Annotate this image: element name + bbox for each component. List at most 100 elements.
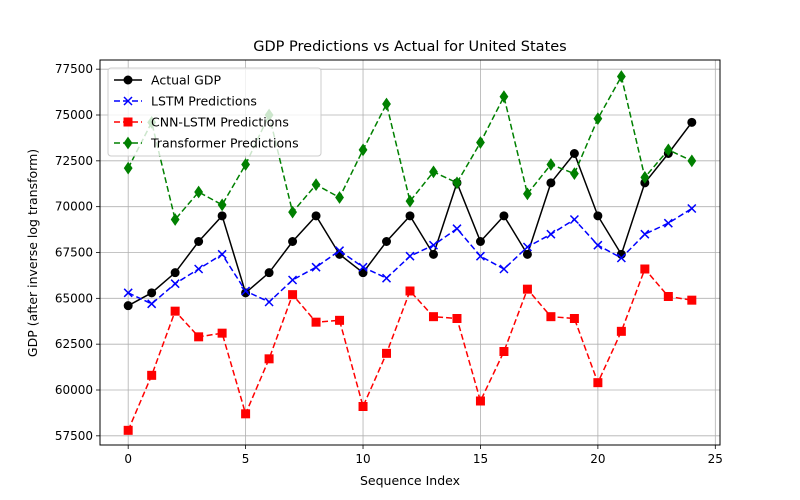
data-point-transformer-predictions	[499, 90, 509, 104]
data-point-actual-gdp	[522, 249, 532, 259]
data-point-transformer-predictions	[288, 205, 297, 219]
data-point-actual-gdp	[194, 237, 204, 246]
data-point-lstm-predictions	[663, 218, 673, 228]
data-point-cnn-lstm-predictions	[358, 402, 368, 411]
data-point-actual-gdp	[147, 288, 157, 298]
x-axis-label: Sequence Index	[360, 473, 460, 488]
y-tick-label: 65000	[55, 291, 93, 305]
chart-title: GDP Predictions vs Actual for United Sta…	[253, 39, 566, 55]
data-point-cnn-lstm-predictions	[311, 317, 321, 327]
data-point-transformer-predictions	[687, 154, 697, 168]
data-point-lstm-predictions	[522, 242, 532, 252]
data-point-transformer-predictions	[217, 198, 227, 212]
y-tick-label: 62500	[55, 337, 93, 351]
data-point-cnn-lstm-predictions	[499, 347, 509, 356]
legend-label: CNN-LSTM Predictions	[151, 115, 289, 130]
data-point-transformer-predictions	[569, 167, 579, 181]
series-cnn-lstm-predictions	[123, 264, 697, 435]
data-point-actual-gdp	[288, 237, 298, 246]
data-point-transformer-predictions	[546, 158, 556, 171]
data-point-actual-gdp	[475, 237, 485, 246]
data-point-cnn-lstm-predictions	[382, 348, 392, 358]
x-tick-label: 10	[355, 452, 370, 466]
legend-marker	[123, 117, 133, 127]
x-tick-label: 15	[473, 452, 488, 466]
data-point-transformer-predictions	[405, 194, 415, 208]
data-point-transformer-predictions	[358, 143, 368, 157]
data-point-actual-gdp	[593, 211, 603, 221]
data-point-lstm-predictions	[217, 249, 227, 259]
data-point-actual-gdp	[217, 211, 227, 221]
data-point-cnn-lstm-predictions	[123, 425, 133, 435]
data-point-lstm-predictions	[640, 229, 650, 239]
data-point-transformer-predictions	[382, 97, 391, 111]
data-point-transformer-predictions	[335, 191, 344, 204]
y-axis-label: GDP (after inverse log transform)	[25, 149, 40, 357]
y-tick-label: 75000	[55, 108, 93, 122]
data-point-lstm-predictions	[546, 229, 556, 239]
data-point-transformer-predictions	[311, 178, 321, 192]
data-point-actual-gdp	[382, 237, 392, 246]
data-point-lstm-predictions	[264, 297, 274, 307]
data-point-actual-gdp	[428, 249, 438, 259]
data-point-lstm-predictions	[381, 273, 392, 283]
legend-item: Transformer Predictions	[114, 136, 299, 151]
data-point-cnn-lstm-predictions	[170, 306, 180, 316]
data-point-cnn-lstm-predictions	[335, 315, 345, 325]
axis-ticks: 0 5 10 15 20 25 57500 60000 62500 65000 67500 70000…	[55, 62, 723, 466]
data-point-lstm-predictions	[335, 246, 345, 256]
data-point-lstm-predictions	[358, 262, 368, 272]
data-point-cnn-lstm-predictions	[217, 328, 227, 338]
legend: Actual GDP LSTM Predictions CNN-LSTM Predi…	[107, 67, 322, 157]
data-point-lstm-predictions	[288, 275, 298, 285]
legend-item: LSTM Predictions	[114, 94, 257, 109]
legend-marker	[123, 75, 133, 85]
legend-label: LSTM Predictions	[151, 94, 257, 109]
data-point-transformer-predictions	[429, 165, 438, 179]
x-tick-label: 5	[242, 452, 250, 466]
data-point-lstm-predictions	[452, 224, 462, 234]
data-point-cnn-lstm-predictions	[241, 409, 251, 419]
data-point-cnn-lstm-predictions	[593, 378, 603, 388]
data-point-cnn-lstm-predictions	[475, 396, 485, 406]
data-point-lstm-predictions	[123, 288, 133, 298]
data-point-lstm-predictions	[569, 214, 579, 225]
legend-label: Actual GDP	[151, 73, 221, 88]
data-point-lstm-predictions	[499, 264, 509, 274]
data-point-transformer-predictions	[640, 170, 650, 184]
series-layer	[123, 70, 697, 435]
x-tick-label: 25	[708, 452, 723, 466]
data-point-actual-gdp	[499, 211, 509, 221]
data-point-cnn-lstm-predictions	[194, 332, 204, 342]
data-point-lstm-predictions	[687, 203, 697, 214]
data-point-transformer-predictions	[616, 70, 626, 83]
data-point-cnn-lstm-predictions	[663, 292, 673, 301]
y-tick-label: 60000	[55, 383, 93, 397]
data-point-cnn-lstm-predictions	[428, 312, 438, 322]
data-point-actual-gdp	[311, 211, 321, 221]
data-point-lstm-predictions	[194, 264, 204, 274]
x-tick-label: 0	[124, 452, 132, 466]
data-point-transformer-predictions	[170, 213, 180, 226]
y-tick-label: 67500	[55, 246, 93, 260]
y-tick-label: 77500	[55, 62, 93, 76]
data-point-cnn-lstm-predictions	[546, 312, 556, 322]
data-point-lstm-predictions	[170, 279, 180, 289]
grid-lines	[100, 60, 720, 445]
y-tick-label: 70000	[55, 200, 93, 214]
data-point-actual-gdp	[264, 268, 274, 278]
data-point-lstm-predictions	[593, 240, 603, 250]
data-point-lstm-predictions	[241, 286, 251, 296]
data-point-cnn-lstm-predictions	[288, 290, 298, 300]
data-point-cnn-lstm-predictions	[452, 314, 462, 323]
legend-label: Transformer Predictions	[150, 136, 299, 151]
series-lstm-predictions	[123, 203, 697, 309]
data-point-transformer-predictions	[123, 161, 133, 175]
data-point-transformer-predictions	[593, 112, 603, 126]
legend-item: Actual GDP	[114, 73, 221, 88]
data-point-lstm-predictions	[311, 262, 321, 272]
legend-box	[107, 67, 322, 157]
data-point-lstm-predictions	[405, 251, 415, 261]
data-point-transformer-predictions	[663, 143, 673, 157]
